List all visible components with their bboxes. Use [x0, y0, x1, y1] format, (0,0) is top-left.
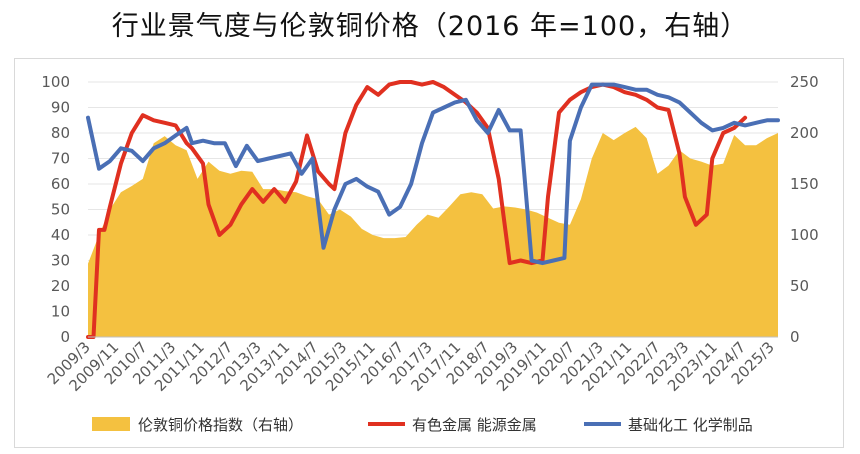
series-line-chemicals: [86, 82, 780, 266]
x-axis-ticks: 2009/32009/112010/72011/32011/112012/720…: [44, 338, 778, 395]
legend-label-blue: 基础化工 化学制品: [628, 416, 753, 434]
legend-label-red: 有色金属 能源金属: [412, 416, 537, 434]
chart-title: 行业景气度与伦敦铜价格（2016 年=100，右轴）: [111, 11, 749, 42]
right-tick-label: 50: [790, 277, 809, 295]
left-tick-label: 10: [51, 303, 70, 321]
series-area-copy-price: [88, 126, 778, 338]
left-tick-label: 100: [41, 73, 70, 91]
right-tick-label: 0: [790, 328, 800, 346]
legend: 伦敦铜价格指数（右轴） 有色金属 能源金属 基础化工 化学制品: [92, 416, 753, 434]
right-tick-label: 200: [790, 124, 819, 142]
left-axis-ticks: 0 10 20 30 40 50 60 70 80 90 100: [41, 73, 70, 346]
legend-swatch-area: [92, 417, 130, 431]
left-tick-label: 0: [60, 328, 70, 346]
right-tick-label: 100: [790, 226, 819, 244]
legend-label-area: 伦敦铜价格指数（右轴）: [138, 416, 303, 434]
left-tick-label: 70: [51, 150, 70, 168]
right-tick-label: 250: [790, 73, 819, 91]
line-layer: [86, 80, 780, 339]
left-tick-label: 90: [51, 99, 70, 117]
left-tick-label: 80: [51, 124, 70, 142]
chart-frame: [14, 58, 844, 448]
left-tick-label: 60: [51, 175, 70, 193]
area-layer: [88, 126, 778, 338]
left-tick-label: 20: [51, 277, 70, 295]
left-tick-label: 40: [51, 226, 70, 244]
series-line-nonferrous: [86, 80, 748, 339]
left-tick-label: 30: [51, 252, 70, 270]
right-tick-label: 150: [790, 175, 819, 193]
right-axis-ticks: 0 50 100 150 200 250: [790, 73, 819, 346]
left-tick-label: 50: [51, 201, 70, 219]
